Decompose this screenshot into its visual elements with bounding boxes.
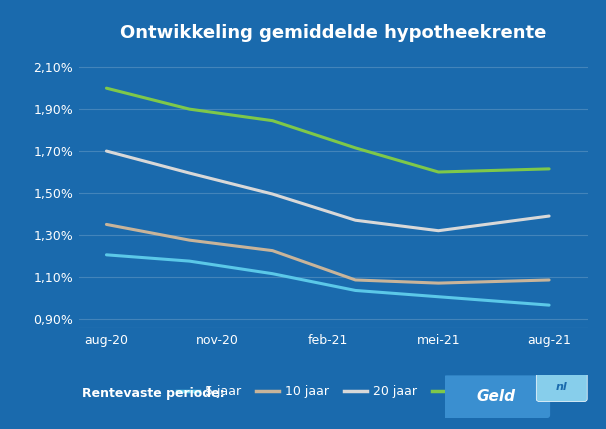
Text: Geld: Geld	[477, 390, 516, 404]
Text: Rentevaste periode:: Rentevaste periode:	[82, 387, 224, 400]
Text: nl: nl	[556, 382, 568, 392]
FancyBboxPatch shape	[536, 373, 587, 402]
Legend: 5 jaar, 10 jaar, 20 jaar, 30 jaar: 5 jaar, 10 jaar, 20 jaar, 30 jaar	[171, 380, 510, 403]
Title: Ontwikkeling gemiddelde hypotheekrente: Ontwikkeling gemiddelde hypotheekrente	[120, 24, 547, 42]
FancyBboxPatch shape	[442, 375, 550, 418]
